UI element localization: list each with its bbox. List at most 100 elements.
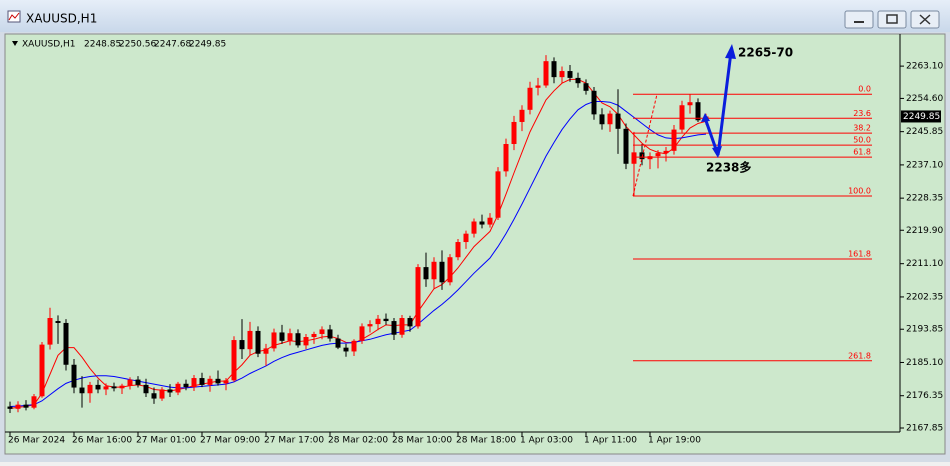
restore-icon — [886, 14, 898, 24]
candle-body — [143, 384, 149, 394]
y-tick-label: 2176.35 — [906, 391, 943, 401]
candle-body — [447, 257, 453, 283]
restore-button[interactable] — [877, 10, 907, 29]
window-title: XAUUSD,H1 — [26, 12, 97, 26]
candle-body — [631, 152, 637, 164]
candle-body — [31, 396, 37, 408]
fib-label: 38.2 — [853, 124, 871, 133]
x-tick-label: 26 Mar 16:00 — [72, 436, 132, 446]
candle-body — [215, 378, 221, 384]
y-tick-label: 2219.90 — [906, 226, 943, 236]
candle-body — [551, 61, 557, 78]
candle-body — [271, 332, 277, 349]
candle-body — [87, 384, 93, 394]
candle-body — [231, 340, 237, 381]
y-tick-label: 2228.35 — [906, 194, 943, 204]
x-tick-label: 28 Mar 02:00 — [328, 436, 388, 446]
x-tick-label: 28 Mar 18:00 — [456, 436, 516, 446]
candle-body — [15, 404, 21, 409]
current-price-label: 2249.85 — [903, 112, 940, 122]
candle-body — [103, 386, 109, 390]
candle-body — [135, 379, 141, 385]
y-tick-label: 2254.60 — [906, 94, 943, 104]
info-open: 2248.85 — [84, 40, 121, 50]
candle-body — [559, 71, 565, 78]
candle-body — [263, 348, 269, 354]
candle-body — [575, 77, 581, 84]
y-tick-label: 2245.85 — [906, 127, 943, 137]
info-close: 2249.85 — [189, 40, 226, 50]
candle-body — [351, 340, 357, 352]
candle-body — [95, 384, 101, 390]
candle-body — [151, 393, 157, 399]
candle-body — [583, 83, 589, 91]
x-tick-label: 27 Mar 01:00 — [136, 436, 196, 446]
candle-body — [287, 333, 293, 341]
info-low: 2247.68 — [154, 40, 191, 50]
candle-body — [343, 347, 349, 352]
fib-label: 50.0 — [853, 136, 871, 145]
candle-body — [479, 221, 485, 225]
candle-body — [167, 389, 173, 393]
candle-body — [399, 318, 405, 335]
candle-body — [463, 233, 469, 243]
window-icon-line — [8, 12, 20, 21]
title-bar — [0, 0, 950, 32]
candle-body — [591, 90, 597, 115]
candle-body — [687, 102, 693, 106]
fib-label: 161.8 — [848, 249, 871, 258]
candle-body — [239, 340, 245, 350]
candle-body — [311, 333, 317, 338]
fib-label: 100.0 — [848, 187, 871, 196]
candle-body — [495, 171, 501, 218]
candle-body — [63, 322, 69, 365]
minimize-button[interactable] — [844, 10, 874, 29]
x-tick-label: 1 Apr 11:00 — [584, 436, 637, 446]
fib-label: 23.6 — [853, 109, 871, 118]
info-triangle — [12, 41, 18, 46]
candle-body — [359, 326, 365, 341]
candle-body — [647, 156, 653, 160]
candle-body — [407, 318, 413, 327]
candle-body — [319, 329, 325, 334]
candle-body — [511, 121, 517, 145]
plot: 2263.10 2254.60 2245.85 2237.10 2228.35 2219.… — [7, 55, 943, 446]
candle-body — [191, 378, 197, 388]
x-tick-label: 27 Mar 09:00 — [200, 436, 260, 446]
arrow-head-down — [712, 146, 722, 158]
x-tick-label: 27 Mar 17:00 — [264, 436, 324, 446]
candle-body — [23, 404, 29, 408]
x-tick-label: 26 Mar 2024 — [8, 436, 65, 446]
moving-average — [9, 100, 707, 408]
candle-body — [71, 364, 77, 388]
candle-body — [327, 329, 333, 339]
candle-body — [503, 144, 509, 172]
candle-body — [303, 337, 309, 346]
candle-body — [455, 242, 461, 258]
candle-body — [543, 61, 549, 86]
candle-body — [55, 321, 61, 323]
candle-body — [47, 318, 53, 345]
current-price-box — [901, 110, 941, 123]
candle-body — [223, 380, 229, 384]
y-tick-label: 2237.10 — [906, 160, 943, 170]
candle-body — [7, 406, 13, 409]
candle-body — [679, 105, 685, 130]
candle-body — [623, 128, 629, 164]
candle-body — [247, 330, 253, 350]
y-tick-label: 2211.10 — [906, 259, 943, 269]
chart-area — [4, 33, 946, 455]
candle-body — [671, 129, 677, 151]
x-tick-label: 1 Apr 03:00 — [520, 436, 573, 446]
candle-body — [527, 87, 533, 110]
candle-body — [367, 324, 373, 327]
candle-body — [159, 389, 165, 399]
fib-label: 61.8 — [853, 148, 871, 157]
candle-body — [199, 378, 205, 385]
symbol-label: XAUUSD,H1 — [22, 40, 76, 50]
candle-body — [615, 113, 621, 129]
candle-body — [391, 321, 397, 335]
candle-body — [279, 332, 285, 341]
candle-body — [119, 385, 125, 389]
